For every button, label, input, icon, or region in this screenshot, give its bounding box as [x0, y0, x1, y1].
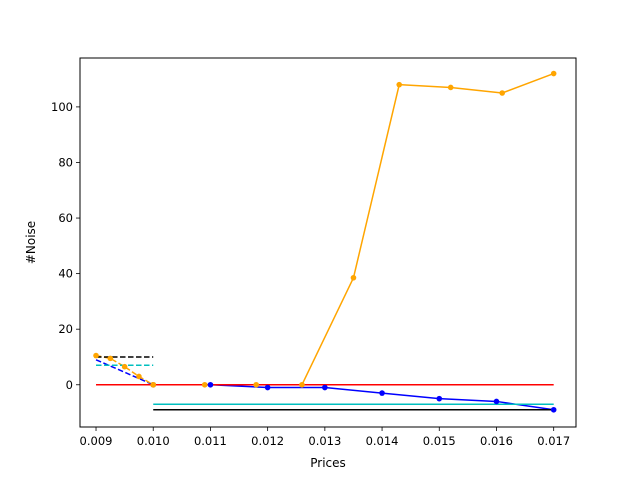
- plot-frame: [79, 57, 577, 428]
- data-point: [322, 384, 328, 391]
- x-tick-label: 0.009: [80, 434, 113, 448]
- data-point: [253, 381, 259, 388]
- series-line-1: [95, 359, 154, 386]
- x-tick-label: 0.015: [423, 434, 456, 448]
- y-axis-label: #Noise: [24, 221, 38, 264]
- x-tick-label: 0.016: [480, 434, 513, 448]
- x-tick-label: 0.011: [194, 434, 227, 448]
- x-tick-label: 0.010: [137, 434, 170, 448]
- data-point: [121, 363, 128, 370]
- data-point: [499, 90, 506, 96]
- x-tick-label: 0.013: [308, 434, 341, 448]
- data-point: [201, 381, 208, 388]
- data-point: [264, 384, 271, 391]
- y-tick-label: 40: [58, 267, 73, 281]
- data-point: [493, 398, 500, 405]
- data-point: [550, 70, 557, 77]
- data-point: [379, 390, 385, 396]
- data-point: [550, 406, 557, 413]
- x-tick-label: 0.014: [366, 434, 399, 448]
- x-tick-label: 0.017: [537, 434, 570, 448]
- x-axis-label: Prices: [310, 456, 346, 470]
- x-axis-ticks: 0.009 0.010 0.011 0.012 0.013 0.014 0.015 0.016…: [80, 427, 570, 448]
- y-tick-label: 80: [58, 155, 73, 169]
- y-tick-label: 100: [51, 100, 73, 114]
- data-point: [396, 81, 403, 88]
- data-point: [350, 274, 357, 281]
- data-point: [207, 381, 214, 388]
- y-axis-ticks: 0 20 40 60 80 100: [51, 100, 80, 392]
- x-tick-label: 0.012: [251, 434, 284, 448]
- data-point: [136, 373, 142, 380]
- data-point: [93, 352, 99, 359]
- data-point: [107, 355, 114, 362]
- y-tick-label: 60: [58, 211, 73, 225]
- y-tick-label: 0: [66, 378, 73, 392]
- y-tick-label: 20: [58, 322, 73, 336]
- data-point: [299, 381, 305, 388]
- data-point: [436, 395, 443, 402]
- data-point: [447, 84, 454, 91]
- markers-layer: [93, 70, 557, 413]
- data-point: [150, 381, 157, 388]
